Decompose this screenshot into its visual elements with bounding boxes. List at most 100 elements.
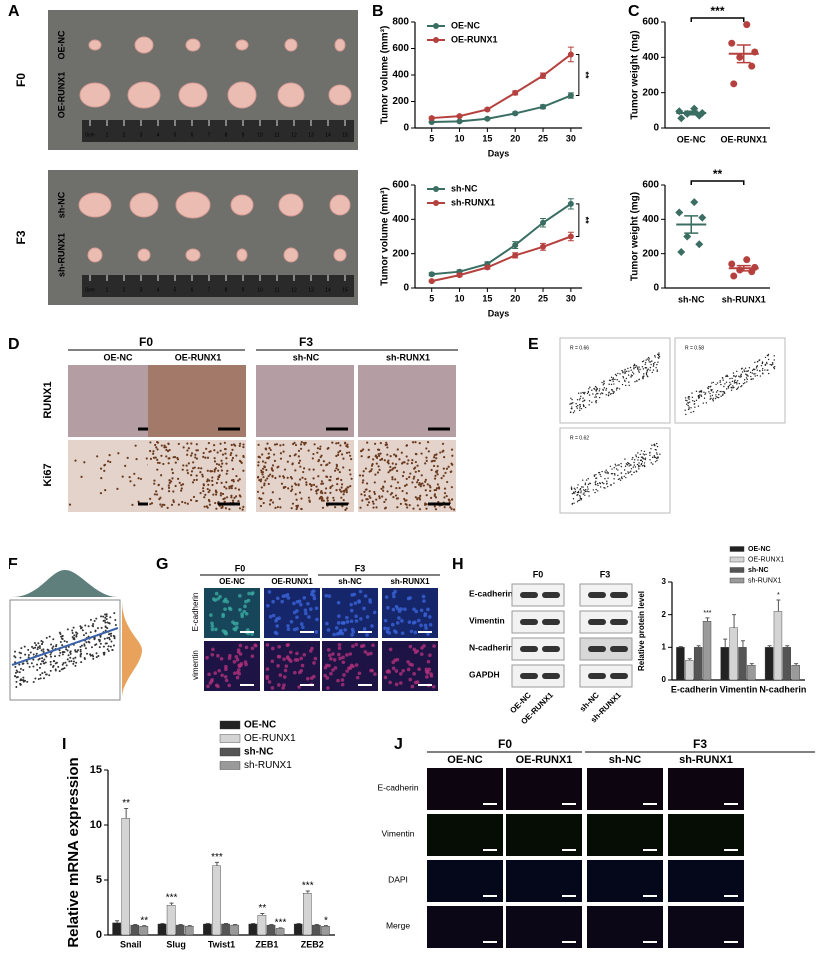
texture [109, 460, 112, 464]
y-tick-label: 400 [392, 70, 409, 81]
texture [312, 674, 316, 679]
texture [71, 636, 74, 639]
texture [334, 506, 337, 509]
ruler-label: 14 [325, 132, 331, 138]
x-tick-label: ZEB2 [301, 939, 324, 949]
y-tick-label: 0 [662, 675, 667, 684]
texture [410, 684, 415, 689]
point [540, 72, 547, 79]
texture [637, 459, 639, 461]
texture [178, 481, 181, 484]
texture [50, 655, 53, 658]
texture [603, 382, 605, 385]
texture [711, 382, 713, 384]
group-label: F0 [533, 569, 544, 579]
texture [616, 379, 618, 381]
texture [633, 368, 635, 370]
point [728, 260, 736, 268]
ruler-label: 12 [291, 287, 297, 293]
texture [300, 663, 305, 668]
texture [233, 496, 236, 499]
texture [639, 459, 642, 462]
texture [112, 644, 115, 647]
texture [310, 646, 314, 651]
texture [225, 462, 228, 465]
texture [340, 682, 345, 687]
texture [632, 365, 635, 367]
texture [271, 646, 275, 651]
texture [297, 449, 301, 452]
texture [256, 476, 260, 479]
texture [62, 650, 65, 653]
texture [637, 370, 640, 372]
row-label: RUNX1 [42, 381, 54, 418]
error-bar [115, 920, 120, 923]
texture [74, 656, 77, 659]
texture [335, 489, 338, 492]
texture [34, 677, 37, 680]
texture [210, 621, 214, 626]
texture [374, 473, 377, 476]
texture [595, 480, 597, 483]
texture [758, 359, 760, 362]
texture [52, 645, 55, 648]
texture [386, 626, 390, 631]
texture [345, 620, 350, 624]
texture [274, 631, 279, 636]
texture [391, 462, 394, 465]
texture [220, 465, 223, 468]
texture [45, 636, 48, 639]
row-label: GAPDH [469, 669, 500, 679]
texture [322, 460, 325, 463]
error-bar [160, 922, 165, 924]
texture [215, 507, 218, 510]
texture [622, 375, 624, 378]
texture [643, 458, 645, 460]
point [748, 62, 756, 70]
texture [605, 394, 607, 396]
row-label: Ki67 [42, 463, 54, 486]
texture [72, 660, 75, 663]
texture [411, 441, 415, 444]
texture [386, 490, 389, 493]
point [484, 115, 491, 122]
texture [267, 482, 270, 486]
point [540, 243, 547, 250]
texture [771, 361, 774, 364]
texture [54, 655, 57, 658]
texture [631, 473, 633, 476]
texture [408, 662, 412, 667]
texture [656, 452, 658, 454]
texture [289, 619, 294, 624]
y-axis-label: Relative mRNA expression [65, 757, 82, 947]
texture [276, 654, 281, 659]
texture [394, 630, 398, 635]
error-bar [205, 922, 210, 924]
texture [386, 453, 389, 456]
texture [278, 497, 281, 500]
texture [373, 492, 376, 496]
texture [113, 612, 116, 615]
texture [210, 624, 215, 628]
texture [166, 506, 169, 509]
texture [653, 443, 655, 446]
ruler-label: 13 [308, 132, 314, 138]
texture [268, 455, 271, 459]
texture [341, 660, 346, 665]
texture [263, 482, 266, 485]
texture [14, 671, 17, 674]
texture [747, 375, 749, 377]
texture [613, 466, 615, 469]
texture [171, 477, 174, 480]
texture [282, 675, 287, 679]
texture [36, 668, 39, 671]
texture [325, 676, 330, 680]
texture [103, 464, 106, 467]
texture [714, 397, 717, 400]
density-right [122, 600, 142, 698]
texture [427, 450, 430, 453]
texture [690, 407, 692, 409]
texture [606, 471, 608, 473]
texture [385, 441, 388, 444]
texture [694, 406, 696, 408]
